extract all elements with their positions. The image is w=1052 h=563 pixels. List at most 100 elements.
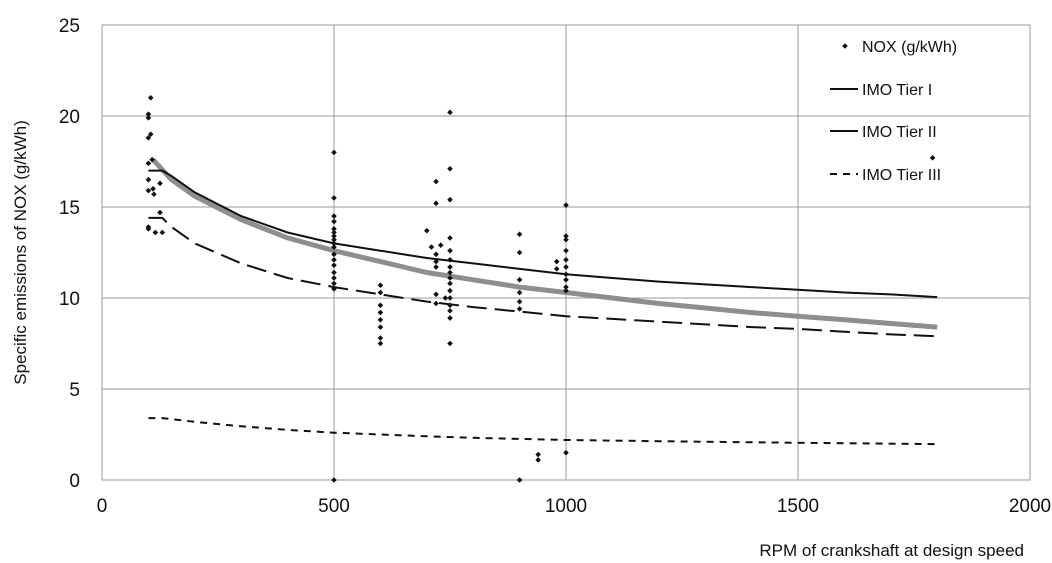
nox-data-point <box>377 289 384 296</box>
nox-data-point <box>447 275 453 281</box>
series-line-thick-gray <box>151 157 938 330</box>
nox-data-point <box>331 226 337 232</box>
nox-data-point <box>157 180 163 187</box>
nox-data-point <box>433 251 439 258</box>
nox-data-point <box>516 277 523 283</box>
nox-data-point <box>553 258 560 265</box>
nox-data-point <box>535 451 541 458</box>
nox-data-point <box>145 226 152 232</box>
nox-data-point <box>331 236 337 243</box>
x-tick-label: 2000 <box>1009 496 1051 517</box>
legend-marker-nox <box>842 43 848 49</box>
nox-data-point <box>377 324 384 330</box>
nox-data-point <box>433 258 439 265</box>
nox-data-point <box>563 247 569 254</box>
y-tick-label: 25 <box>59 16 80 37</box>
nox-data-point <box>433 264 439 270</box>
nox-data-point <box>516 306 523 312</box>
nox-data-point <box>377 335 384 341</box>
nox-data-point <box>433 200 439 207</box>
nox-data-point <box>377 302 384 309</box>
nox-data-point <box>516 298 523 305</box>
nox-data-point <box>331 218 337 225</box>
x-tick-label: 1000 <box>545 496 587 517</box>
nox-data-point <box>563 287 569 294</box>
series-lines <box>148 157 938 446</box>
x-tick-label: 0 <box>97 496 108 517</box>
nox-data-point <box>331 256 337 263</box>
y-axis-title: Specific emissions of NOX (g/kWh) <box>11 120 30 385</box>
nox-data-point <box>331 233 337 239</box>
nox-data-point <box>535 457 541 463</box>
nox-data-point <box>516 231 523 238</box>
y-tick-label: 5 <box>69 380 80 401</box>
nox-data-point <box>563 233 569 239</box>
nox-data-point <box>447 264 453 270</box>
nox-data-point <box>331 269 337 276</box>
x-tick-label: 500 <box>318 496 350 517</box>
legend-label: IMO Tier III <box>862 167 941 184</box>
nox-data-point <box>331 195 337 201</box>
nox-data-point <box>145 115 152 121</box>
nox-data-point <box>145 111 152 117</box>
nox-data-point <box>150 186 156 192</box>
nox-data-point <box>447 307 453 314</box>
nox-data-point <box>563 271 569 278</box>
nox-data-point <box>433 178 439 185</box>
nox-data-point <box>331 477 337 483</box>
legend-label: NOX (g/kWh) <box>862 39 957 56</box>
nox-data-point <box>331 280 337 287</box>
nox-data-point <box>447 302 453 309</box>
nox-data-point <box>331 149 337 156</box>
nox-data-point <box>145 187 152 194</box>
nox-data-point <box>447 287 453 294</box>
nox-data-point <box>447 295 453 301</box>
nox-data-point <box>447 109 453 116</box>
nox-data-point <box>442 295 449 301</box>
nox-data-point <box>516 249 523 256</box>
legend-label: IMO Tier II <box>862 124 937 141</box>
nox-data-point <box>149 156 155 163</box>
nox-data-point <box>331 229 337 236</box>
nox-data-point <box>563 277 569 283</box>
nox-data-point <box>447 235 453 241</box>
nox-data-point <box>147 131 154 137</box>
nox-data-point <box>433 291 439 298</box>
nox-data-point <box>563 236 569 243</box>
nox-data-point <box>447 315 453 321</box>
nox-data-point <box>437 242 444 249</box>
y-tick-label: 0 <box>69 471 80 492</box>
nox-data-point <box>152 229 159 236</box>
nox-data-point <box>331 213 337 219</box>
x-tick-label: 1500 <box>777 496 819 517</box>
nox-data-point <box>147 95 154 101</box>
nox-data-point <box>331 262 337 269</box>
nox-data-point <box>447 280 453 287</box>
nox-data-point <box>447 256 453 263</box>
y-tick-label: 15 <box>59 198 80 219</box>
series-points <box>145 95 936 483</box>
nox-data-point <box>377 317 384 323</box>
nox-data-point <box>447 196 453 203</box>
x-axis-title: RPM of crankshaft at design speed <box>759 541 1024 560</box>
nox-data-point <box>563 264 569 270</box>
nox-data-point <box>331 240 337 247</box>
nox-data-point <box>553 266 560 272</box>
legend: NOX (g/kWh) IMO Tier I IMO Tier II IMO Tier… <box>830 39 957 184</box>
x-axis-ticks: 0 500 1000 1500 2000 <box>97 496 1051 517</box>
nox-data-point <box>377 282 384 289</box>
series-line-long-dash <box>148 216 938 338</box>
nox-data-point <box>424 227 430 234</box>
y-tick-label: 20 <box>59 107 80 128</box>
nox-data-point <box>331 251 337 258</box>
nox-data-point <box>145 176 152 183</box>
nox-data-point <box>331 244 337 250</box>
nox-data-point <box>331 275 337 281</box>
nox-data-point <box>428 244 435 250</box>
nox-data-point <box>563 256 569 263</box>
nox-data-point <box>929 155 936 161</box>
nox-data-point <box>516 289 523 296</box>
nox-data-point <box>145 135 152 141</box>
